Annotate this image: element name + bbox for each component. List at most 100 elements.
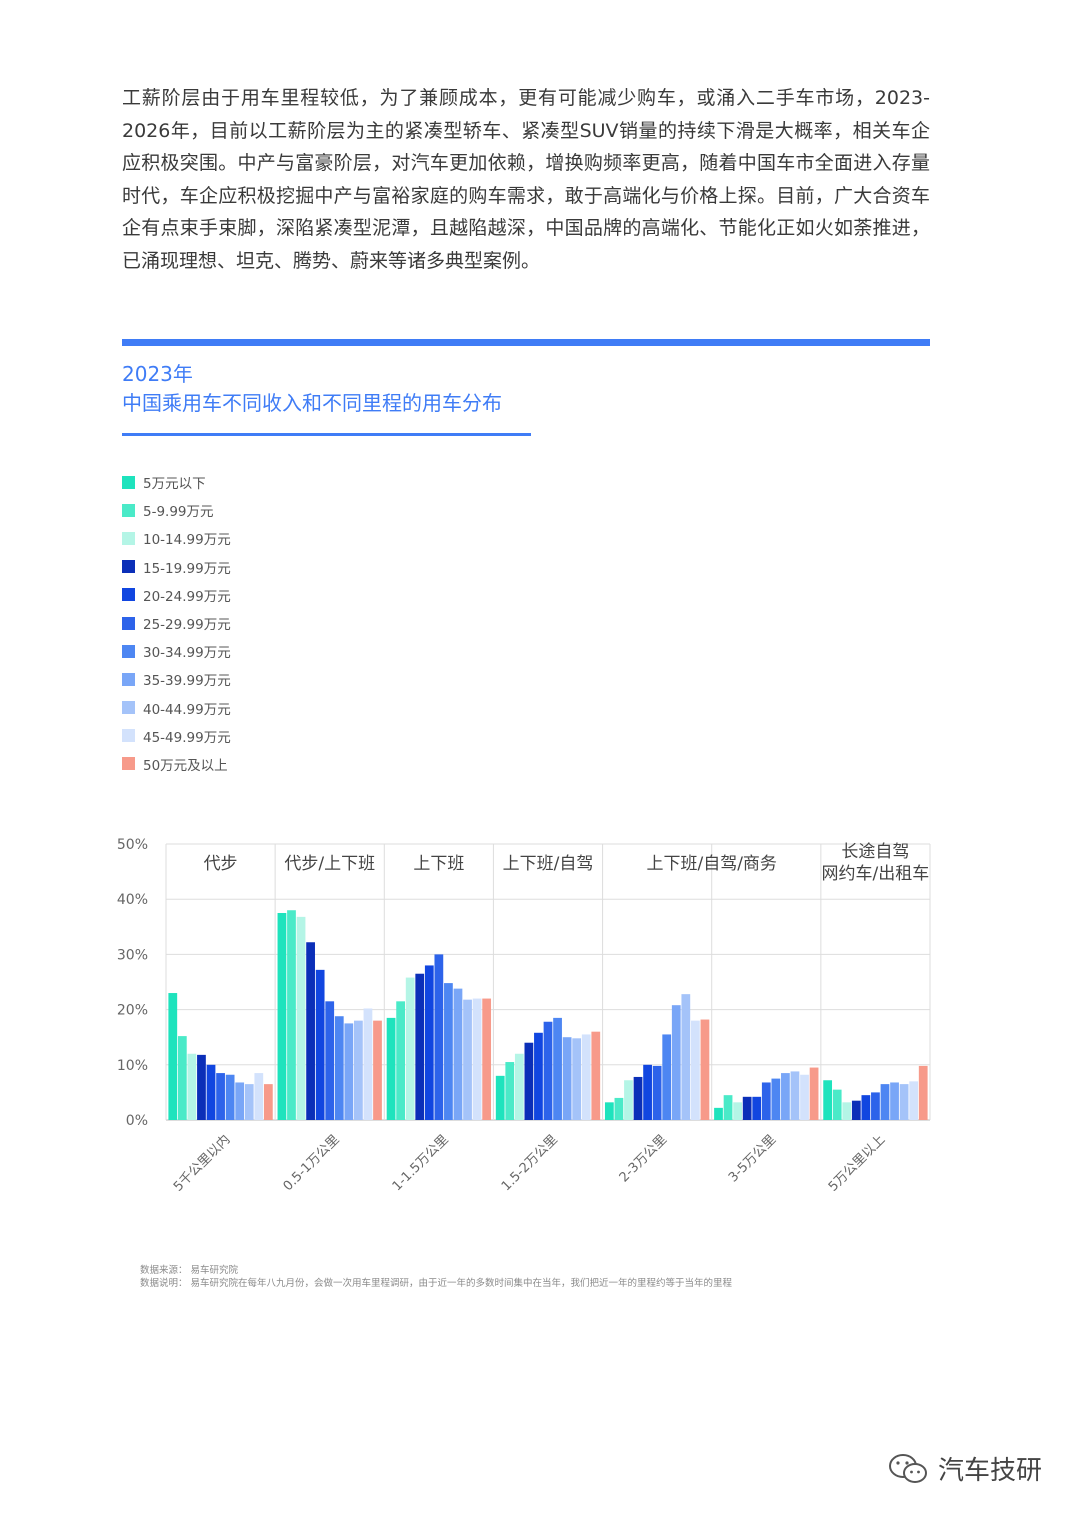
- chart-title-underline: [122, 433, 531, 436]
- bar: [424, 965, 434, 1120]
- chart-title: 2023年 中国乘用车不同收入和不同里程的用车分布: [122, 360, 502, 418]
- bar: [306, 942, 315, 1120]
- legend-item: 15-19.99万元: [122, 553, 231, 581]
- bar: [861, 1095, 871, 1120]
- bar: [482, 998, 492, 1120]
- bar: [581, 1034, 591, 1120]
- bar: [752, 1096, 762, 1120]
- bar: [315, 969, 325, 1120]
- legend-swatch: [122, 503, 135, 517]
- legend-item: 40-44.99万元: [122, 694, 231, 722]
- bar: [742, 1096, 752, 1120]
- y-tick-label: 10%: [117, 1058, 148, 1074]
- legend-swatch: [122, 729, 135, 743]
- x-tick-label: 0.5-1万公里: [281, 1132, 343, 1194]
- bar: [325, 1001, 335, 1120]
- bar: [444, 983, 453, 1120]
- bar: [225, 1074, 235, 1120]
- y-tick-label: 40%: [117, 892, 148, 908]
- legend-label: 20-24.99万元: [143, 588, 231, 605]
- legend-label: 50万元及以上: [143, 757, 228, 774]
- usage-label: 代步: [204, 854, 238, 874]
- legend-swatch: [122, 644, 135, 658]
- bar: [197, 1054, 206, 1120]
- bar: [604, 1102, 614, 1120]
- footnote-source: 数据来源： 易车研究院: [140, 1265, 239, 1276]
- x-tick-label: 1-1.5万公里: [390, 1132, 452, 1194]
- bar: [842, 1102, 852, 1120]
- legend-label: 40-44.99万元: [143, 701, 231, 718]
- bar: [890, 1082, 899, 1120]
- legend-swatch: [122, 588, 135, 602]
- bar: [562, 1037, 572, 1120]
- legend-label: 15-19.99万元: [143, 560, 231, 577]
- bar: [334, 1016, 344, 1120]
- bar: [591, 1031, 601, 1120]
- legend-item: 20-24.99万元: [122, 581, 231, 609]
- bar: [216, 1073, 225, 1120]
- section-top-rule: [122, 339, 930, 346]
- chart-title-main: 中国乘用车不同收入和不同里程的用车分布: [122, 391, 502, 415]
- bar: [177, 1036, 187, 1120]
- bar: [832, 1089, 842, 1120]
- legend-swatch: [122, 616, 135, 630]
- bar: [396, 1001, 406, 1120]
- bar: [733, 1102, 742, 1120]
- x-tick-label: 1.5-2万公里: [499, 1132, 561, 1194]
- bar: [344, 1023, 354, 1120]
- bar: [800, 1074, 809, 1120]
- bar: [633, 1076, 643, 1120]
- intro-paragraph: 工薪阶层由于用车里程较低，为了兼顾成本，更有可能减少购车，或涌入二手车市场，20…: [122, 87, 930, 272]
- legend-label: 45-49.99万元: [143, 729, 231, 746]
- legend-swatch: [122, 475, 135, 489]
- usage-label: 网约车/出租车: [822, 864, 930, 884]
- bar: [790, 1071, 800, 1120]
- bar: [871, 1092, 880, 1120]
- y-tick-label: 0%: [126, 1113, 148, 1129]
- legend-item: 25-29.99万元: [122, 609, 231, 637]
- bar: [495, 1075, 505, 1120]
- bar: [880, 1084, 890, 1120]
- brand-name: 汽车技研: [938, 1456, 1043, 1486]
- bar: [909, 1081, 919, 1120]
- bar: [690, 1020, 700, 1120]
- bar: [244, 1084, 254, 1120]
- bar: [771, 1078, 781, 1120]
- bar: [652, 1065, 662, 1120]
- legend-label: 10-14.99万元: [143, 532, 231, 549]
- legend-swatch: [122, 701, 135, 715]
- legend-item: 5-9.99万元: [122, 496, 231, 524]
- y-tick-label: 50%: [117, 837, 148, 853]
- bar: [277, 913, 287, 1120]
- bar: [434, 954, 444, 1120]
- legend-label: 5万元以下: [143, 476, 206, 493]
- legend-item: 35-39.99万元: [122, 665, 231, 693]
- legend-label: 35-39.99万元: [143, 673, 231, 690]
- legend-item: 50万元及以上: [122, 750, 231, 778]
- legend-item: 45-49.99万元: [122, 722, 231, 750]
- bar: [761, 1082, 771, 1120]
- bar: [553, 1017, 562, 1120]
- legend-item: 5万元以下: [122, 468, 231, 496]
- bar: [235, 1082, 245, 1120]
- bar: [168, 993, 178, 1120]
- bar: [453, 988, 463, 1120]
- legend-swatch: [122, 672, 135, 686]
- bar: [524, 1042, 534, 1120]
- legend-swatch: [122, 531, 135, 545]
- bar: [415, 973, 425, 1120]
- bar: [543, 1021, 553, 1120]
- bar: [287, 910, 296, 1120]
- bar: [643, 1064, 652, 1120]
- bar: [373, 1020, 382, 1120]
- bar: [700, 1019, 710, 1120]
- bar: [781, 1073, 790, 1120]
- bar: [354, 1020, 363, 1120]
- legend-label: 5-9.99万元: [143, 504, 214, 521]
- bar: [714, 1107, 723, 1120]
- x-tick-label: 2-3万公里: [617, 1132, 670, 1185]
- bar: [187, 1053, 197, 1120]
- brand-watermark: 汽车技研: [888, 1450, 1042, 1487]
- legend-swatch: [122, 757, 135, 771]
